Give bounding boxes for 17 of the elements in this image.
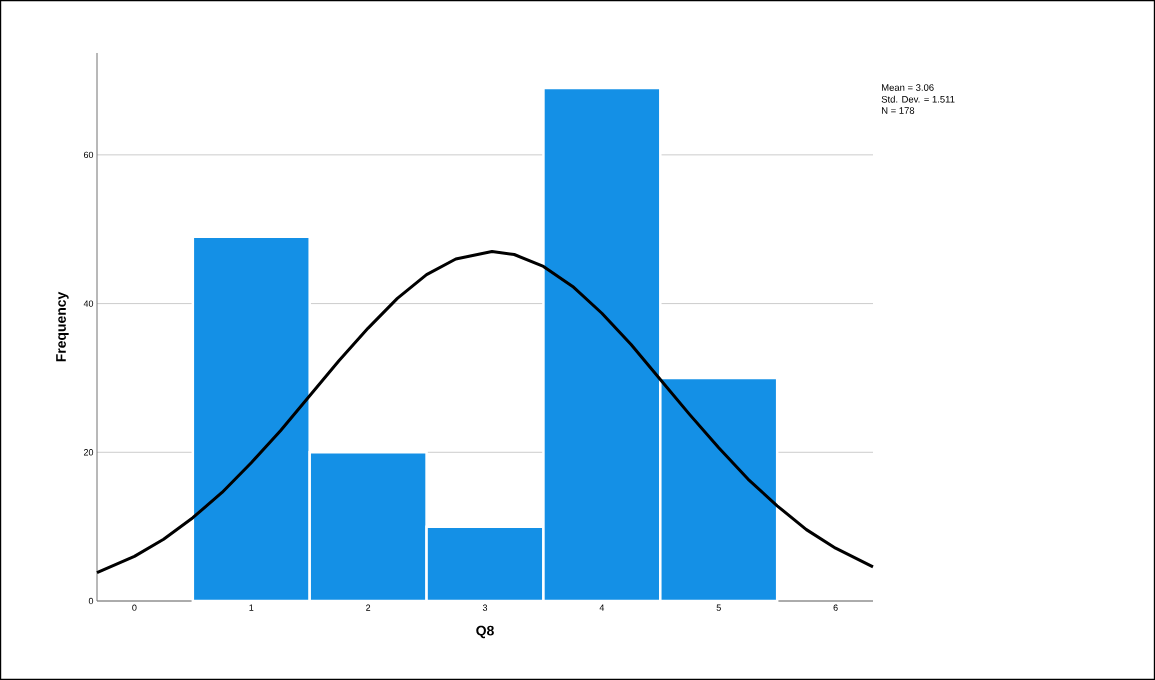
x-axis-title: Q8 <box>476 625 494 639</box>
y-axis-title: Frequency <box>56 291 69 362</box>
x-tick-label: 2 <box>366 604 371 611</box>
text: Std. Dev. = 1.511 <box>881 95 955 103</box>
y-tick-label: 20 <box>83 449 94 456</box>
y-tick-label: 40 <box>83 300 94 307</box>
x-tick-label: 1 <box>249 604 254 611</box>
y-tick-label: 0 <box>88 597 94 605</box>
y-tick-label: 60 <box>83 151 94 159</box>
text: N = 178 <box>881 107 915 114</box>
line-series <box>95 250 875 575</box>
x-tick-label: 5 <box>716 604 721 611</box>
x-tick-label: 4 <box>599 604 605 611</box>
x-tick-label: 6 <box>833 604 838 611</box>
x-tick-label: 3 <box>482 604 488 611</box>
x-tick-label: 0 <box>132 604 137 611</box>
text: Mean = 3.06 <box>881 84 934 91</box>
